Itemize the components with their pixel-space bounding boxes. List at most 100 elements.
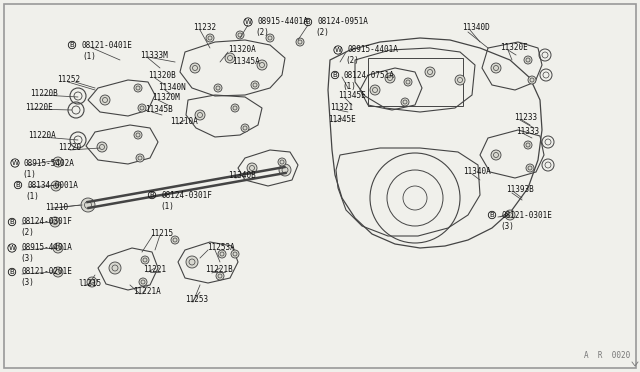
Circle shape bbox=[247, 163, 257, 173]
Text: (2): (2) bbox=[255, 29, 269, 38]
Text: 11340B: 11340B bbox=[228, 170, 256, 180]
Text: 11233: 11233 bbox=[514, 113, 537, 122]
Circle shape bbox=[241, 124, 249, 132]
Text: 08124-0751A: 08124-0751A bbox=[344, 71, 395, 80]
Circle shape bbox=[385, 73, 395, 83]
Text: 11210A: 11210A bbox=[170, 118, 198, 126]
Text: A  R  0020: A R 0020 bbox=[584, 351, 630, 360]
Circle shape bbox=[214, 84, 222, 92]
Circle shape bbox=[216, 272, 224, 280]
Text: (3): (3) bbox=[500, 221, 514, 231]
Circle shape bbox=[97, 142, 107, 152]
Circle shape bbox=[491, 150, 501, 160]
Circle shape bbox=[404, 78, 412, 86]
Text: (1): (1) bbox=[342, 81, 356, 90]
Text: 11320E: 11320E bbox=[500, 44, 528, 52]
Circle shape bbox=[296, 38, 304, 46]
Circle shape bbox=[136, 154, 144, 162]
Text: 11340D: 11340D bbox=[462, 23, 490, 32]
Text: W: W bbox=[8, 245, 15, 251]
Text: 11345A: 11345A bbox=[232, 57, 260, 65]
Circle shape bbox=[524, 56, 532, 64]
Text: 11221B: 11221B bbox=[205, 266, 233, 275]
Circle shape bbox=[134, 84, 142, 92]
Text: 08124-0951A: 08124-0951A bbox=[317, 17, 368, 26]
Text: W: W bbox=[244, 19, 252, 25]
Text: (2): (2) bbox=[345, 57, 359, 65]
Circle shape bbox=[257, 60, 267, 70]
Circle shape bbox=[53, 243, 63, 253]
Circle shape bbox=[266, 34, 274, 42]
Text: 08121-0201E: 08121-0201E bbox=[21, 267, 72, 276]
Circle shape bbox=[186, 256, 198, 268]
Circle shape bbox=[401, 98, 409, 106]
Circle shape bbox=[53, 267, 63, 277]
Circle shape bbox=[50, 217, 60, 227]
Text: 11253A: 11253A bbox=[207, 244, 235, 253]
Text: 11253: 11253 bbox=[185, 295, 208, 305]
Text: 08915-5402A: 08915-5402A bbox=[24, 158, 75, 167]
Text: 11333: 11333 bbox=[516, 128, 539, 137]
Circle shape bbox=[455, 75, 465, 85]
Circle shape bbox=[51, 181, 61, 191]
Circle shape bbox=[218, 250, 226, 258]
Bar bbox=[368, 58, 463, 106]
Circle shape bbox=[491, 63, 501, 73]
Text: B: B bbox=[10, 219, 14, 225]
Text: 08121-0301E: 08121-0301E bbox=[501, 211, 552, 219]
Circle shape bbox=[53, 157, 63, 167]
Text: 11345B: 11345B bbox=[145, 106, 173, 115]
Circle shape bbox=[225, 53, 235, 63]
Circle shape bbox=[425, 67, 435, 77]
Circle shape bbox=[139, 278, 147, 286]
Circle shape bbox=[231, 250, 239, 258]
Text: 11393B: 11393B bbox=[506, 186, 534, 195]
Circle shape bbox=[528, 76, 536, 84]
Circle shape bbox=[206, 34, 214, 42]
Text: (1): (1) bbox=[25, 192, 39, 201]
Text: 11221: 11221 bbox=[143, 266, 166, 275]
Circle shape bbox=[190, 63, 200, 73]
Text: l1215: l1215 bbox=[78, 279, 101, 288]
Text: 08124-0301F: 08124-0301F bbox=[21, 218, 72, 227]
Text: 08134-0001A: 08134-0001A bbox=[27, 180, 78, 189]
Text: 11221A: 11221A bbox=[133, 288, 161, 296]
Circle shape bbox=[195, 110, 205, 120]
Text: 11333M: 11333M bbox=[140, 51, 168, 61]
Text: 11220E: 11220E bbox=[25, 103, 52, 112]
Circle shape bbox=[251, 81, 259, 89]
Text: 11340N: 11340N bbox=[158, 83, 186, 92]
Circle shape bbox=[138, 104, 146, 112]
Text: 11345E: 11345E bbox=[338, 92, 365, 100]
Text: 11320M: 11320M bbox=[152, 93, 180, 103]
Text: 08121-0401E: 08121-0401E bbox=[81, 41, 132, 49]
Text: 11320A: 11320A bbox=[228, 45, 256, 55]
Text: B: B bbox=[150, 192, 154, 198]
Text: (3): (3) bbox=[20, 254, 34, 263]
Text: 11321: 11321 bbox=[330, 103, 353, 112]
Text: W: W bbox=[335, 47, 341, 53]
Text: 11320B: 11320B bbox=[148, 71, 176, 80]
Circle shape bbox=[370, 85, 380, 95]
Text: 08915-4401A: 08915-4401A bbox=[257, 17, 308, 26]
Text: (2): (2) bbox=[315, 29, 329, 38]
Circle shape bbox=[524, 141, 532, 149]
Circle shape bbox=[87, 277, 97, 287]
Circle shape bbox=[171, 236, 179, 244]
Text: 11220: 11220 bbox=[58, 144, 81, 153]
Text: B: B bbox=[333, 72, 337, 78]
Text: 08915-4401A: 08915-4401A bbox=[347, 45, 398, 55]
Text: 08915-4401A: 08915-4401A bbox=[21, 244, 72, 253]
Circle shape bbox=[278, 158, 286, 166]
Text: W: W bbox=[12, 160, 19, 166]
Circle shape bbox=[526, 164, 534, 172]
Circle shape bbox=[100, 95, 110, 105]
Text: 11215: 11215 bbox=[150, 228, 173, 237]
Text: (1): (1) bbox=[22, 170, 36, 179]
Circle shape bbox=[134, 131, 142, 139]
Text: (1): (1) bbox=[82, 51, 96, 61]
Circle shape bbox=[505, 210, 515, 220]
Circle shape bbox=[141, 256, 149, 264]
Circle shape bbox=[236, 31, 244, 39]
Text: 11345E: 11345E bbox=[328, 115, 356, 125]
